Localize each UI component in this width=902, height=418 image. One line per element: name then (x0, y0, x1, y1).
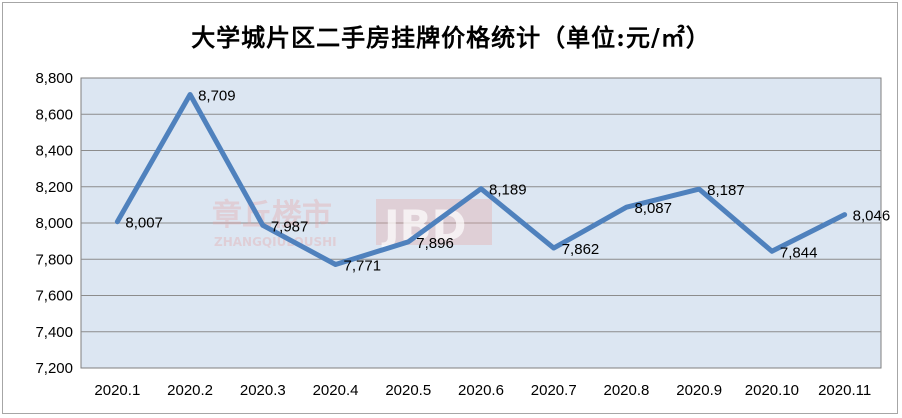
watermark-subtext: ZHANGQIULOUSHI (214, 235, 337, 249)
y-tick-label: 8,800 (35, 70, 73, 87)
y-tick-label: 7,800 (35, 251, 73, 268)
data-label: 8,709 (198, 87, 236, 104)
data-label: 8,189 (489, 182, 527, 199)
x-tick-label: 2020.11 (818, 382, 871, 399)
x-tick-label: 2020.2 (167, 382, 213, 399)
y-tick-label: 8,400 (35, 143, 73, 160)
y-tick-label: 7,200 (35, 360, 73, 377)
data-label: 7,987 (271, 218, 309, 235)
data-label: 7,771 (344, 258, 382, 275)
data-label: 8,046 (853, 208, 891, 225)
data-label: 7,844 (780, 244, 818, 261)
series-line (114, 91, 848, 268)
x-tick-label: 2020.7 (531, 382, 577, 399)
y-tick-label: 8,000 (35, 215, 73, 232)
chart-title: 大学城片区二手房挂牌价格统计（单位:元/㎡） (191, 23, 711, 52)
data-label: 8,187 (707, 182, 745, 199)
data-label: 7,896 (416, 235, 454, 252)
y-tick-label: 7,400 (35, 324, 73, 341)
data-label: 8,007 (125, 215, 163, 232)
data-label: 8,087 (634, 200, 672, 217)
x-tick-label: 2020.5 (385, 382, 431, 399)
watermark-text: 章丘楼市 (212, 198, 332, 233)
x-tick-label: 2020.10 (745, 382, 799, 399)
y-tick-label: 8,200 (35, 179, 73, 196)
x-tick-label: 2020.4 (313, 382, 359, 399)
x-tick-label: 2020.3 (240, 382, 286, 399)
data-label: 7,862 (562, 241, 600, 258)
x-tick-label: 2020.6 (458, 382, 504, 399)
x-tick-label: 2020.1 (94, 382, 140, 399)
y-tick-label: 8,600 (35, 106, 73, 123)
y-tick-label: 7,600 (35, 288, 73, 305)
x-tick-label: 2020.9 (676, 382, 722, 399)
x-tick-label: 2020.8 (604, 382, 650, 399)
